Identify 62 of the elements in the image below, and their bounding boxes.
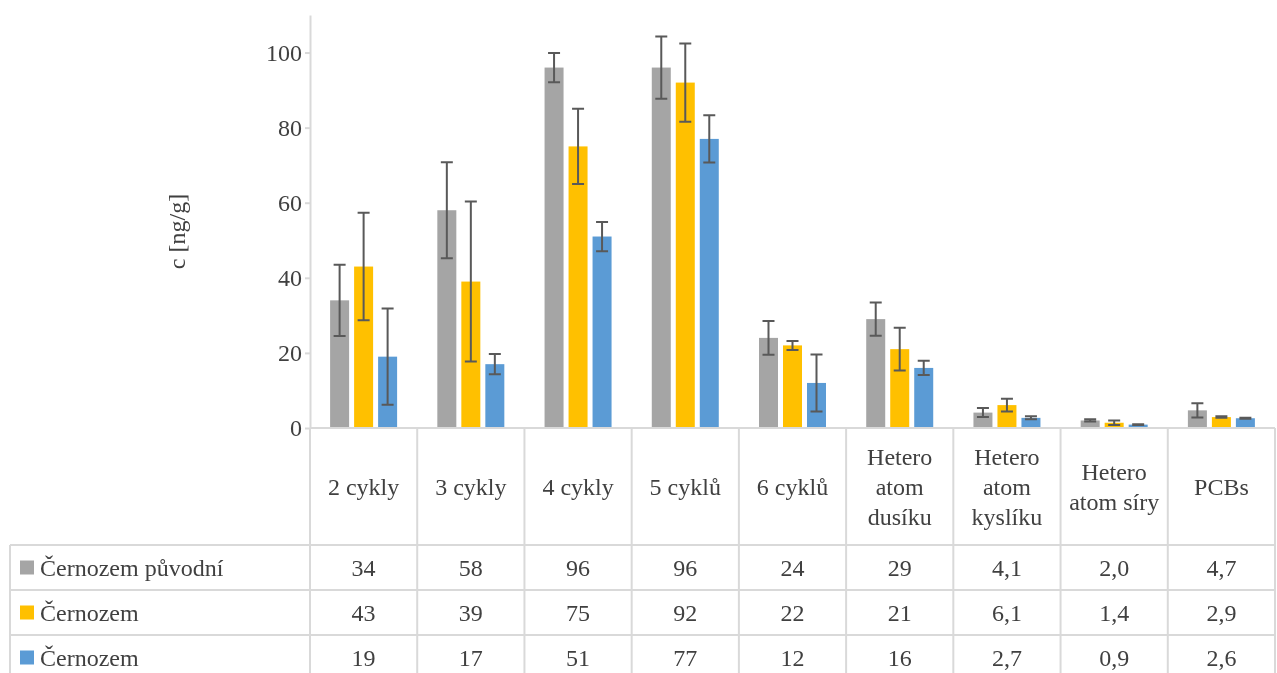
legend-label: Černozem xyxy=(40,599,139,626)
x-tick-label: Hetero atom kyslíku xyxy=(971,443,1043,530)
x-tick-label: Hetero atom dusíku xyxy=(867,443,933,530)
data-label: 6,1 xyxy=(991,599,1022,626)
x-tick-label: PCBs xyxy=(1194,473,1249,500)
data-label: 2,6 xyxy=(1206,644,1237,671)
bar xyxy=(651,67,671,428)
x-tick-label: 2 cykly xyxy=(327,473,400,500)
bar xyxy=(485,364,505,428)
bar xyxy=(866,319,886,428)
data-label: 4,7 xyxy=(1206,554,1237,581)
data-label: 34 xyxy=(351,554,376,581)
x-tick-label: 6 cyklů xyxy=(756,473,829,500)
data-label: 75 xyxy=(566,599,591,626)
data-label: 96 xyxy=(673,554,698,581)
bar xyxy=(461,281,481,428)
data-label: 77 xyxy=(673,644,698,671)
data-label: 19 xyxy=(351,644,376,671)
bar xyxy=(354,266,374,428)
data-label: 24 xyxy=(780,554,805,581)
y-tick-label: 40 xyxy=(278,265,302,291)
data-label: 2,9 xyxy=(1206,599,1237,626)
y-tick-label: 80 xyxy=(278,114,302,141)
bar xyxy=(437,210,457,428)
bar xyxy=(890,349,910,428)
y-tick-label: 0 xyxy=(290,415,302,442)
data-label: 4,1 xyxy=(991,554,1022,581)
data-label: 96 xyxy=(566,554,591,581)
data-label: 43 xyxy=(351,599,376,626)
x-tick-label: 5 cyklů xyxy=(649,473,721,500)
data-label: 17 xyxy=(458,644,483,671)
y-tick-label: 60 xyxy=(278,189,302,216)
data-label: 29 xyxy=(887,554,912,581)
data-label: 21 xyxy=(887,599,912,626)
y-tick-label: 100 xyxy=(266,39,302,66)
y-axis-title: c [ng/g] xyxy=(164,193,190,270)
bar xyxy=(759,337,778,428)
data-label: 1,4 xyxy=(1099,599,1130,626)
data-label: 39 xyxy=(458,599,483,626)
data-label: 2,7 xyxy=(991,644,1022,671)
y-tick-label: 20 xyxy=(278,340,302,367)
legend-label: Černozem xyxy=(40,644,139,671)
bar xyxy=(675,82,695,428)
bar xyxy=(330,300,350,428)
data-label: 58 xyxy=(458,554,483,581)
data-label: 22 xyxy=(780,599,805,626)
bar xyxy=(592,236,612,428)
data-label: 92 xyxy=(673,599,698,626)
x-tick-label: 3 cykly xyxy=(435,473,507,500)
data-label: 2,0 xyxy=(1099,554,1130,581)
data-label: 51 xyxy=(566,644,591,671)
bar xyxy=(568,146,588,428)
x-tick-label: 4 cykly xyxy=(542,473,614,500)
bar xyxy=(699,138,719,428)
bar xyxy=(544,67,564,428)
data-label: 16 xyxy=(887,644,912,671)
bar xyxy=(783,345,802,428)
data-label: 0,9 xyxy=(1099,644,1130,671)
bar xyxy=(914,367,934,428)
data-label: 12 xyxy=(780,644,805,671)
legend-label: Černozem původní xyxy=(40,554,224,581)
x-tick-label: Hetero atom síry xyxy=(1069,458,1160,515)
